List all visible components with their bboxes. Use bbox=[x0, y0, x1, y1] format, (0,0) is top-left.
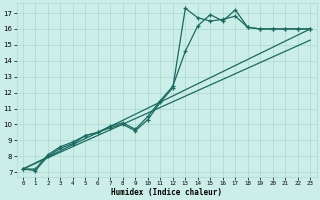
X-axis label: Humidex (Indice chaleur): Humidex (Indice chaleur) bbox=[111, 188, 222, 197]
